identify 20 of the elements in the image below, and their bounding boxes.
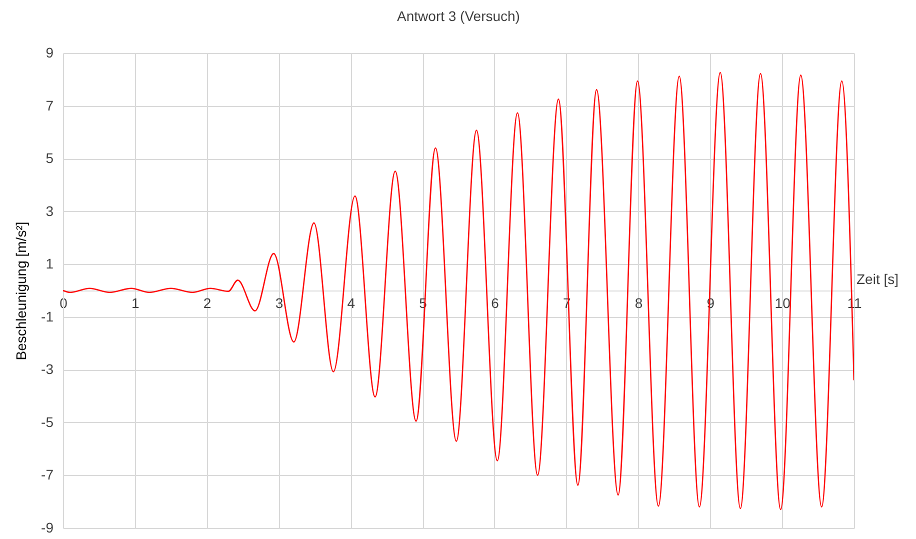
x-tick-label: 10	[774, 295, 791, 311]
chart-title: Antwort 3 (Versuch)	[397, 8, 520, 24]
y-tick-label: 7	[46, 97, 54, 114]
y-axis-title: Beschleunigung [m/s²]	[13, 222, 30, 360]
x-tick-label: 3	[275, 295, 284, 311]
y-tick-label: -9	[41, 520, 54, 536]
y-tick-label: 5	[46, 150, 54, 166]
x-tick-label: 4	[347, 295, 356, 311]
y-tick-label: 1	[46, 256, 54, 272]
x-tick-label: 1	[132, 295, 140, 311]
y-tick-label: -3	[41, 361, 54, 378]
y-tick-label: 9	[46, 44, 54, 60]
x-tick-label: 2	[203, 295, 212, 311]
x-axis-title: Zeit [s]	[856, 271, 899, 287]
y-tick-label: 3	[46, 202, 54, 219]
y-tick-label: -5	[41, 414, 54, 430]
x-tick-label: 6	[491, 295, 500, 311]
y-tick-label: -7	[41, 466, 54, 483]
x-tick-label: 8	[634, 295, 643, 311]
y-tick-label: -1	[41, 308, 54, 324]
